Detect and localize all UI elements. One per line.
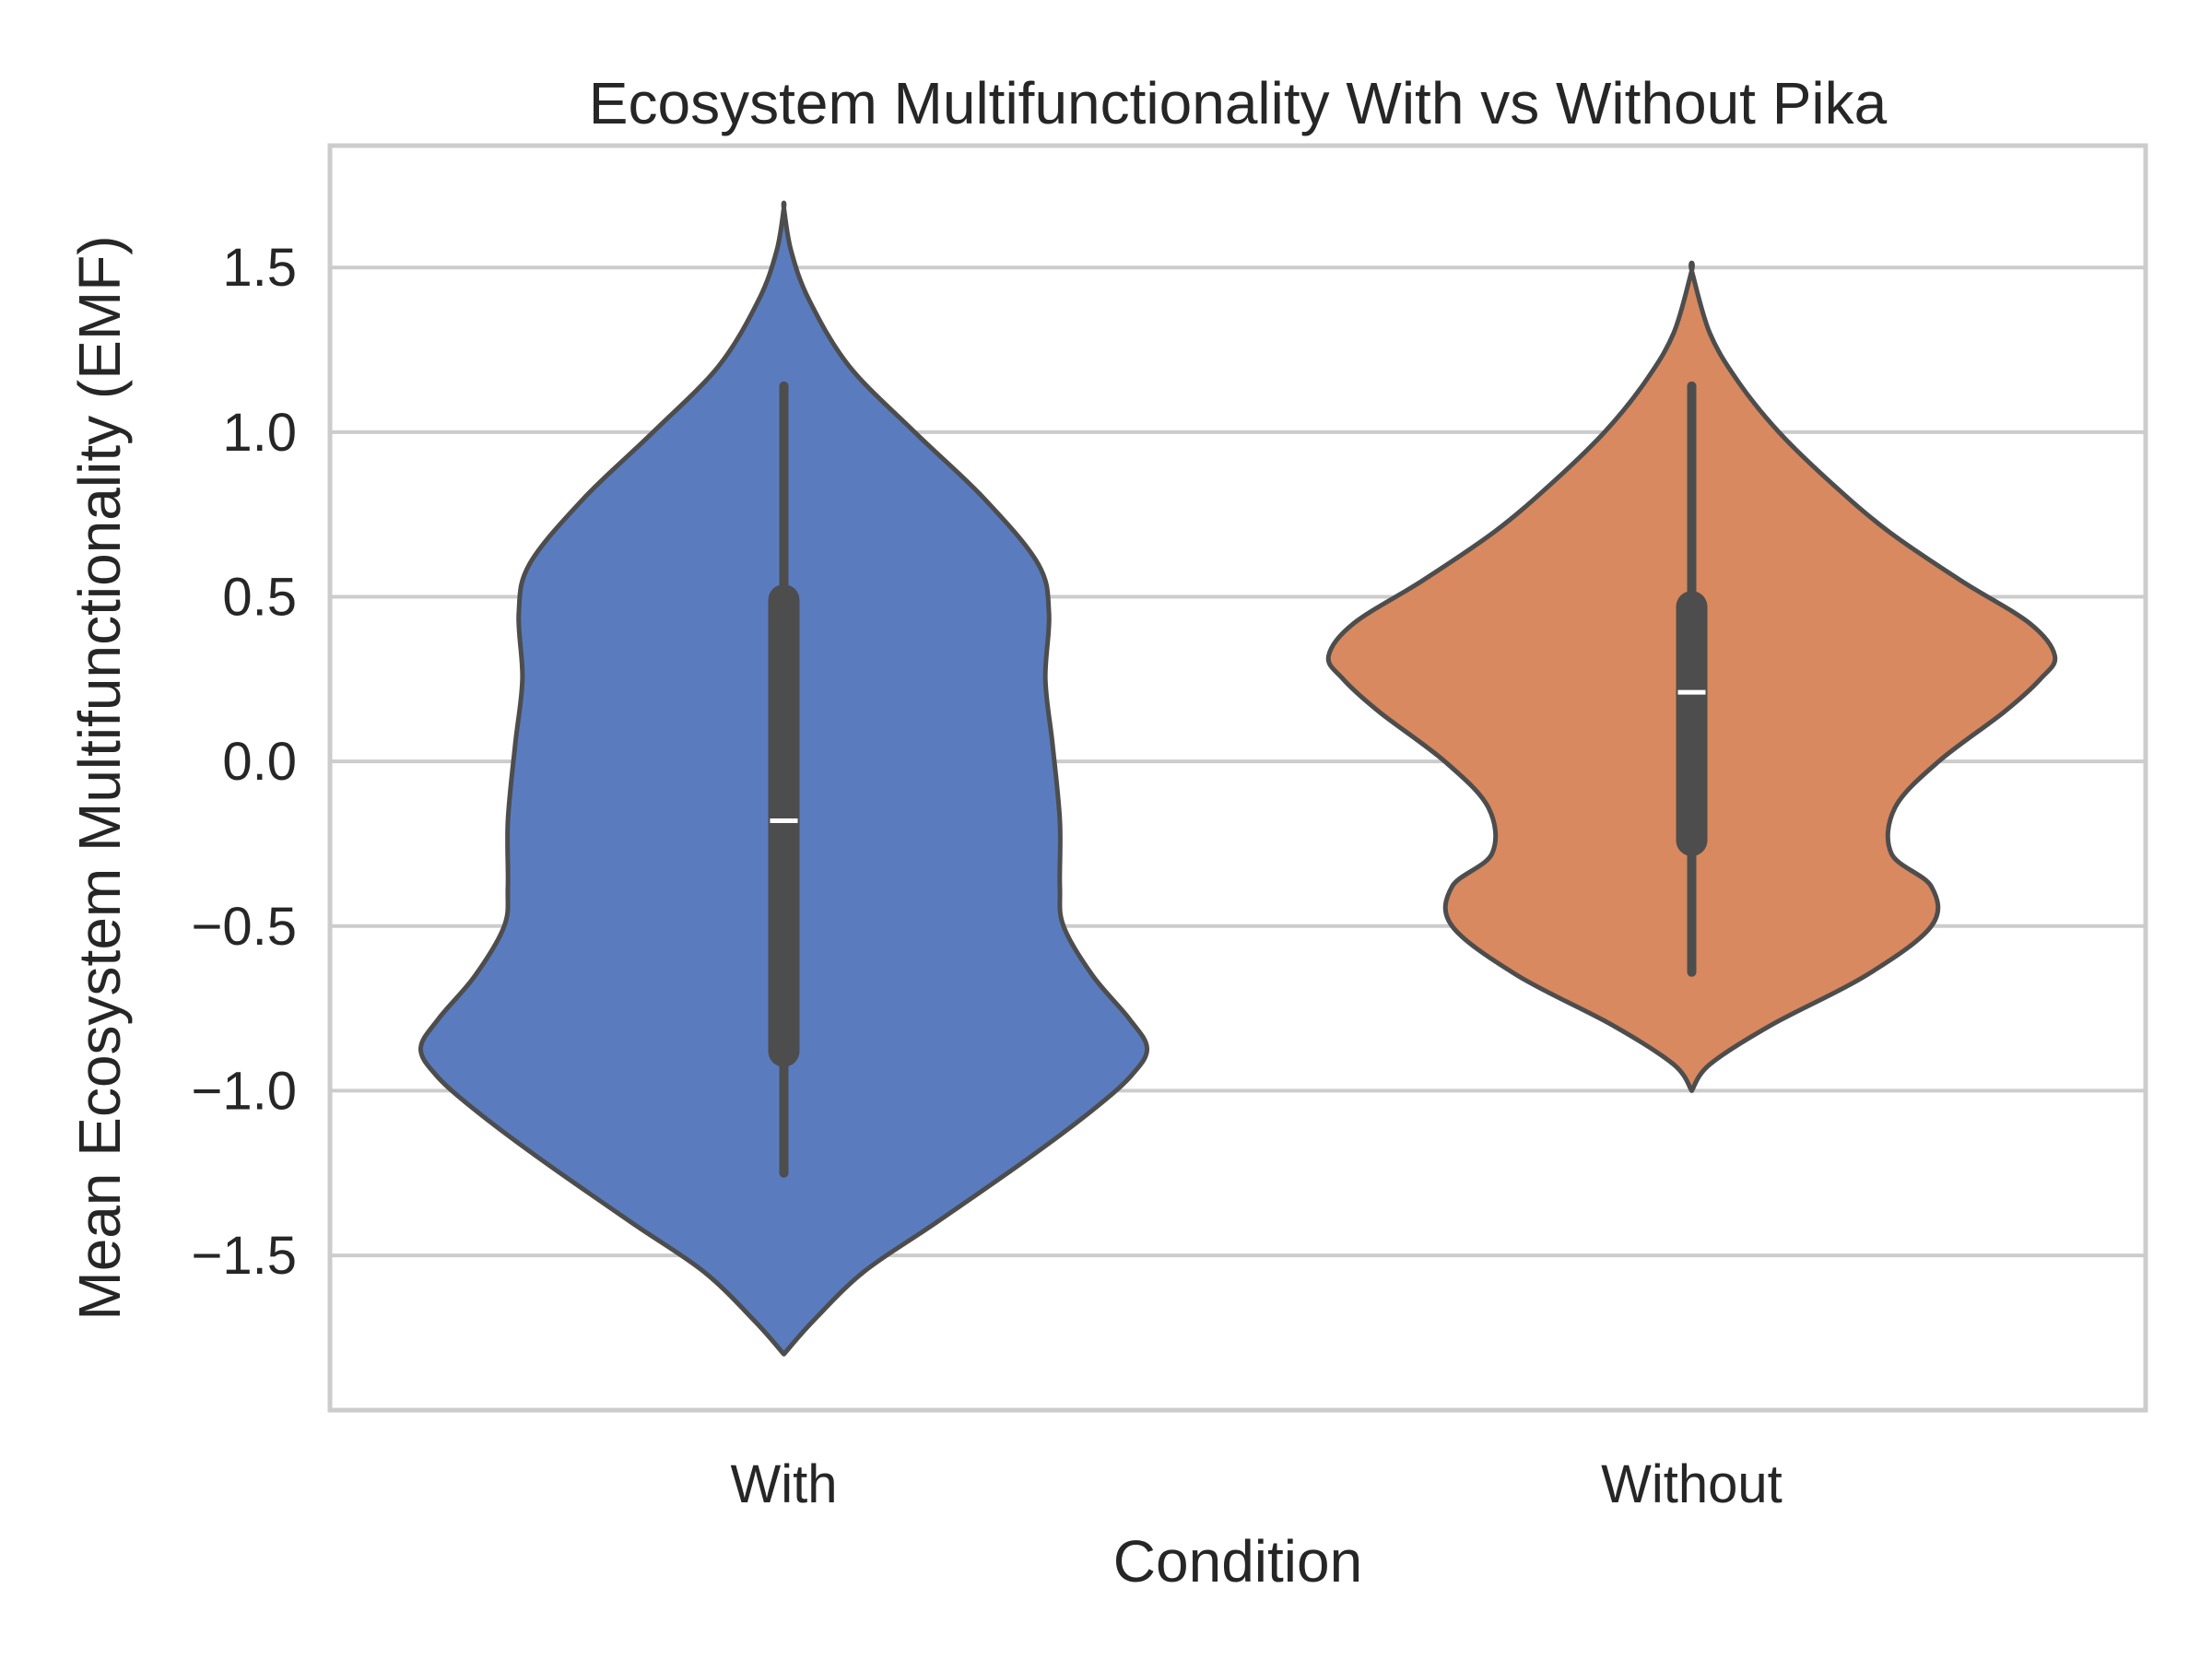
y-tick-label: −1.0 — [192, 1061, 298, 1121]
violins — [418, 200, 2058, 1357]
inner-boxes — [768, 381, 1708, 1178]
x-tick-label-with: With — [731, 1454, 838, 1514]
y-axis-label: Mean Ecosystem Multifunctionality (EMF) — [66, 235, 133, 1320]
x-axis-label: Condition — [1113, 1528, 1362, 1594]
y-tick-label: 0.5 — [222, 567, 297, 627]
plot-frame — [327, 143, 2148, 1413]
y-tick-label: 1.0 — [222, 403, 297, 463]
chart-title: Ecosystem Multifunctionality With vs Wit… — [589, 70, 1888, 136]
y-tick-label: 0.0 — [222, 732, 297, 792]
y-tick-label: −1.5 — [192, 1226, 298, 1286]
y-tick-label: 1.5 — [222, 238, 297, 298]
y-tick-labels: −1.5 −1.0 −0.5 0.0 0.5 1.0 1.5 — [192, 238, 298, 1286]
x-tick-label-without: Without — [1601, 1454, 1783, 1514]
y-tick-label: −0.5 — [192, 897, 298, 957]
x-tick-labels: With Without — [731, 1454, 1783, 1514]
